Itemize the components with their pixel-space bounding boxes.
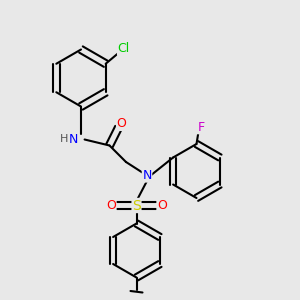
Text: O: O (106, 199, 116, 212)
Text: F: F (197, 121, 205, 134)
Text: N: N (69, 133, 78, 146)
Text: S: S (132, 199, 141, 212)
Text: O: O (117, 117, 126, 130)
Text: O: O (157, 199, 167, 212)
Text: N: N (142, 169, 152, 182)
Text: Cl: Cl (118, 42, 130, 55)
Text: H: H (60, 134, 69, 145)
